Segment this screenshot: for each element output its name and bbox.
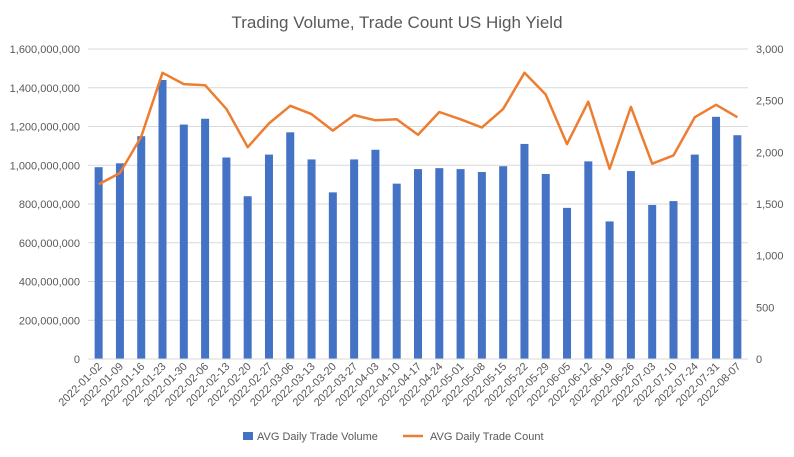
volume-bar xyxy=(264,154,273,359)
left-axis-ticks: 0 200,000,000 400,000,000 600,000,000 800,00… xyxy=(10,44,80,366)
volume-bar xyxy=(307,159,316,359)
volume-bar xyxy=(222,157,231,359)
volume-bar xyxy=(392,183,401,359)
volume-bar xyxy=(520,143,529,359)
right-tick-label: 500 xyxy=(756,302,774,314)
x-axis-ticks: 2022-01-022022-01-092022-01-162022-01-23… xyxy=(56,361,743,409)
volume-bar xyxy=(712,116,721,359)
legend-label-count: AVG Daily Trade Count xyxy=(430,431,544,443)
volume-bar xyxy=(137,136,146,359)
volume-bar xyxy=(414,169,422,359)
trade-count-line xyxy=(98,71,739,186)
volume-bar xyxy=(201,118,210,359)
volume-bar xyxy=(690,154,699,359)
volume-bar xyxy=(435,168,444,359)
volume-bar xyxy=(563,207,572,359)
left-tick-label: 600,000,000 xyxy=(19,238,80,250)
right-tick-label: 1,500 xyxy=(756,199,784,211)
volume-bar xyxy=(605,221,614,359)
right-tick-label: 0 xyxy=(756,354,762,366)
volume-bar xyxy=(94,167,103,359)
volume-bar xyxy=(541,173,550,359)
volume-bar xyxy=(456,169,465,359)
left-tick-label: 800,000,000 xyxy=(19,199,80,211)
left-tick-label: 200,000,000 xyxy=(19,315,80,327)
volume-bar xyxy=(733,135,742,359)
right-tick-label: 2,000 xyxy=(756,147,784,159)
left-tick-label: 400,000,000 xyxy=(19,277,80,289)
volume-bars xyxy=(94,80,742,359)
legend-swatch-volume xyxy=(243,432,253,440)
volume-bar xyxy=(158,80,167,359)
right-tick-label: 1,000 xyxy=(756,251,784,263)
volume-bar xyxy=(350,159,359,359)
volume-bar xyxy=(669,201,678,359)
legend: AVG Daily Trade Volume AVG Daily Trade C… xyxy=(243,431,544,443)
left-tick-label: 1,200,000,000 xyxy=(10,122,80,134)
left-tick-label: 0 xyxy=(74,354,80,366)
volume-bar xyxy=(286,132,295,359)
right-axis-ticks: 0 500 1,000 1,500 2,000 2,500 3,000 xyxy=(756,44,784,366)
volume-bar xyxy=(584,161,593,359)
volume-bar xyxy=(626,171,635,359)
volume-bar xyxy=(477,172,486,359)
volume-bar xyxy=(371,149,380,359)
legend-label-volume: AVG Daily Trade Volume xyxy=(257,431,378,443)
right-tick-label: 3,000 xyxy=(756,44,784,56)
volume-bar xyxy=(243,196,252,359)
volume-bar xyxy=(328,192,337,359)
volume-bar xyxy=(648,204,657,359)
left-tick-label: 1,000,000,000 xyxy=(10,160,80,172)
volume-bar xyxy=(499,166,508,359)
chart-title: Trading Volume, Trade Count US High Yiel… xyxy=(231,13,562,32)
left-tick-label: 1,600,000,000 xyxy=(10,44,80,56)
right-tick-label: 2,500 xyxy=(756,96,784,108)
volume-bar xyxy=(115,163,124,359)
volume-bar xyxy=(179,124,188,359)
left-tick-label: 1,400,000,000 xyxy=(10,83,80,95)
